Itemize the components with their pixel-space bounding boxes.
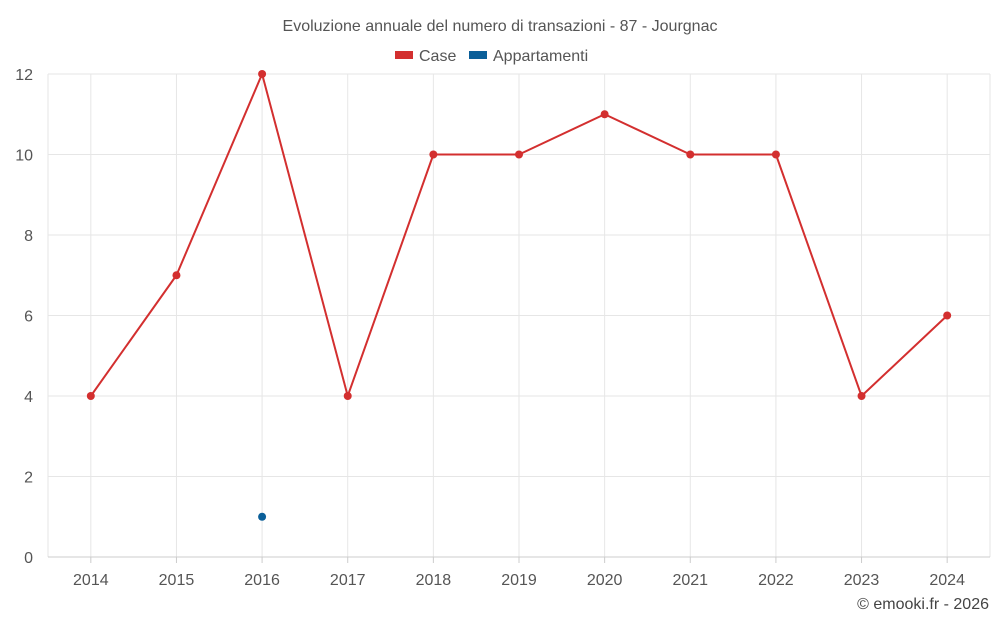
data-point-case-2015[interactable]	[172, 271, 181, 280]
y-axis: 0 2 4 6 8 10 12	[15, 67, 33, 567]
x-tick-label: 2015	[159, 572, 195, 589]
data-point-case-2023[interactable]	[857, 392, 866, 400]
x-tick-label: 2017	[330, 572, 366, 589]
y-tick-label: 12	[15, 67, 33, 84]
legend-label-appartamenti: Appartamenti	[493, 48, 588, 65]
chart-title: Evoluzione annuale del numero di transaz…	[283, 18, 718, 35]
data-point-case-2019[interactable]	[515, 150, 523, 159]
x-tick-label: 2016	[244, 572, 280, 589]
x-tick-label: 2022	[758, 572, 794, 589]
data-point-case-2020[interactable]	[600, 110, 609, 119]
x-tick-label: 2024	[929, 572, 965, 589]
y-tick-label: 6	[24, 309, 33, 326]
legend-item-case[interactable]: Case	[395, 48, 456, 65]
legend-swatch-appartamenti	[469, 51, 487, 59]
data-point-case-2016[interactable]	[258, 70, 267, 78]
data-point-case-2024[interactable]	[943, 311, 952, 320]
x-tick-label: 2014	[73, 572, 109, 589]
legend-swatch-case	[395, 51, 413, 59]
x-tick-label: 2021	[672, 572, 708, 589]
y-tick-label: 8	[24, 228, 33, 245]
y-tick-label: 2	[24, 470, 33, 487]
y-tick-label: 0	[24, 550, 33, 567]
y-tick-label: 4	[24, 389, 33, 406]
data-point-case-2014[interactable]	[86, 392, 95, 400]
credit-label: © emooki.fr - 2026	[857, 596, 989, 613]
data-point-case-2022[interactable]	[771, 150, 780, 159]
series-case	[86, 70, 952, 400]
x-axis: 2014 2015 2016 2017 2018 2019 2020 2021 2022 2023…	[48, 556, 990, 589]
data-point-case-2021[interactable]	[686, 150, 695, 159]
series-appartamenti	[258, 512, 267, 521]
series-layer	[86, 70, 952, 521]
data-point-case-2018[interactable]	[429, 150, 438, 159]
data-point-appartamenti-2016[interactable]	[258, 512, 267, 521]
y-tick-label: 10	[15, 148, 33, 165]
legend-label-case: Case	[419, 48, 456, 65]
legend-item-appartamenti[interactable]: Appartamenti	[469, 48, 588, 65]
x-tick-label: 2019	[501, 572, 537, 589]
x-tick-label: 2018	[416, 572, 452, 589]
grid	[47, 73, 991, 557]
legend: Case Appartamenti	[395, 48, 588, 65]
x-tick-label: 2023	[844, 572, 880, 589]
x-tick-label: 2020	[587, 572, 623, 589]
data-point-case-2017[interactable]	[343, 392, 352, 400]
